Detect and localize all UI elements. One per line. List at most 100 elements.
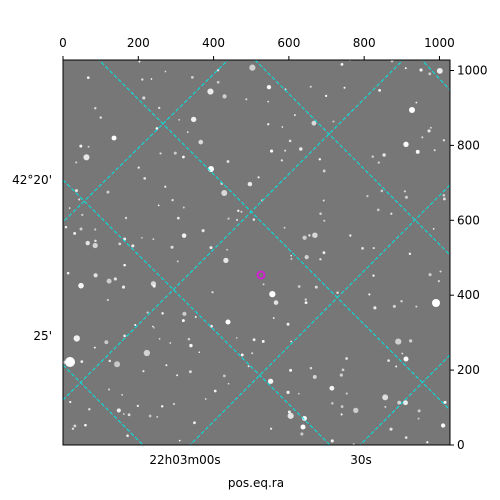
star	[201, 229, 205, 233]
star	[227, 217, 230, 220]
star	[417, 409, 421, 413]
star	[245, 98, 248, 101]
star	[339, 373, 343, 377]
star	[429, 126, 432, 129]
star	[150, 78, 153, 80]
star	[178, 118, 181, 121]
star	[153, 326, 155, 329]
star	[252, 218, 256, 221]
star	[287, 410, 291, 414]
star	[318, 158, 322, 161]
star	[222, 94, 227, 99]
star	[330, 439, 334, 443]
star	[94, 107, 97, 110]
star	[221, 190, 228, 197]
grid-line	[254, 60, 450, 256]
star	[237, 209, 240, 212]
star	[390, 212, 393, 215]
x-tick-label: 1000	[424, 36, 455, 50]
star	[143, 177, 147, 180]
star	[113, 277, 117, 281]
star	[78, 198, 81, 201]
star	[157, 204, 160, 207]
star	[419, 68, 423, 72]
star	[432, 227, 435, 230]
star	[290, 340, 292, 343]
star	[302, 416, 307, 421]
star	[322, 169, 326, 173]
star	[415, 305, 418, 308]
star	[141, 78, 144, 81]
star	[86, 76, 90, 80]
star	[312, 232, 318, 238]
star	[187, 337, 191, 341]
dec-tick-label: 42°20'	[12, 173, 52, 187]
star	[81, 213, 84, 216]
star	[308, 234, 311, 237]
star	[209, 246, 213, 250]
star	[290, 254, 292, 257]
star	[194, 315, 197, 318]
star	[142, 370, 145, 373]
star	[198, 351, 201, 354]
star	[150, 281, 157, 287]
star	[137, 166, 140, 169]
star	[267, 123, 270, 126]
x-tick-label: 800	[353, 36, 376, 50]
grid-line	[359, 354, 450, 445]
star	[426, 441, 429, 444]
star	[415, 149, 420, 154]
star	[304, 298, 307, 301]
star	[290, 257, 293, 260]
grid-line	[63, 364, 144, 445]
star	[79, 227, 83, 231]
x-tick-label: 400	[202, 36, 225, 50]
star	[286, 322, 290, 326]
star	[99, 116, 103, 119]
star	[262, 283, 265, 286]
star	[127, 413, 131, 417]
star	[343, 86, 346, 89]
star	[138, 60, 141, 63]
star	[267, 100, 270, 103]
star	[376, 208, 380, 212]
star	[83, 154, 90, 161]
star	[392, 304, 396, 308]
star	[427, 129, 431, 133]
y-tick-label: 0	[457, 438, 465, 452]
grid-line	[98, 60, 450, 411]
star	[176, 260, 179, 263]
star	[106, 190, 110, 194]
star	[281, 126, 284, 128]
star	[436, 67, 443, 74]
x-axis-label: pos.eq.ra	[228, 476, 284, 490]
star	[372, 274, 375, 277]
star	[261, 339, 265, 343]
star	[382, 394, 389, 401]
star	[336, 291, 339, 294]
star	[389, 427, 393, 431]
star	[297, 285, 301, 288]
star	[142, 96, 146, 100]
target-marker	[256, 270, 266, 280]
star	[397, 400, 402, 405]
star	[227, 382, 230, 385]
star	[300, 424, 306, 430]
star	[94, 239, 97, 243]
star	[169, 342, 172, 344]
star	[331, 402, 334, 405]
star	[106, 298, 109, 301]
star	[193, 421, 196, 425]
star	[124, 216, 128, 220]
star	[190, 116, 197, 123]
sky-image	[63, 60, 450, 445]
star	[421, 136, 424, 139]
star	[280, 159, 284, 162]
star	[403, 400, 408, 406]
star	[378, 88, 381, 92]
star	[104, 340, 109, 345]
star	[146, 311, 149, 314]
star	[181, 319, 185, 323]
star	[390, 60, 394, 63]
star	[87, 145, 90, 148]
